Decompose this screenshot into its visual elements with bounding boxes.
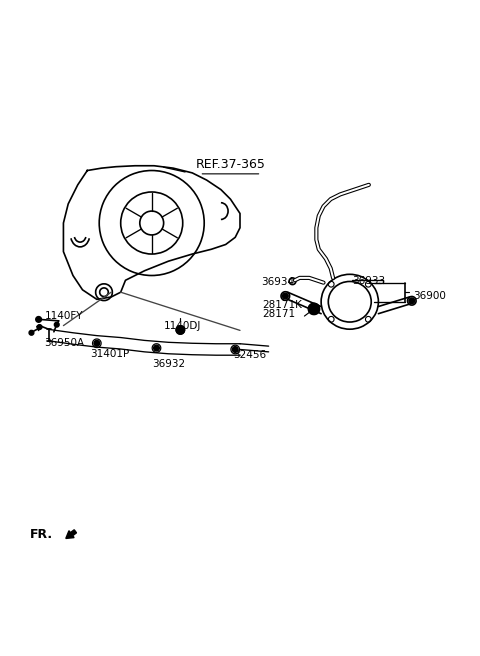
Text: 28171: 28171 [263, 309, 296, 319]
Circle shape [29, 331, 34, 335]
Text: 36932: 36932 [152, 359, 185, 369]
Circle shape [176, 325, 185, 334]
Circle shape [37, 325, 42, 329]
Circle shape [232, 346, 238, 352]
Text: 36934: 36934 [262, 277, 295, 287]
Circle shape [94, 340, 100, 346]
Text: 36933: 36933 [352, 276, 385, 286]
Circle shape [282, 293, 288, 299]
Text: REF.37-365: REF.37-365 [195, 159, 265, 171]
Circle shape [36, 317, 41, 322]
Text: 36900: 36900 [413, 291, 445, 300]
Text: 36950A: 36950A [44, 338, 84, 348]
Text: 1140FY: 1140FY [44, 311, 83, 321]
Circle shape [154, 345, 159, 351]
Text: 28171K: 28171K [263, 300, 302, 310]
Text: 32456: 32456 [233, 350, 266, 360]
Text: 31401P: 31401P [90, 349, 129, 359]
Text: 1140DJ: 1140DJ [164, 321, 201, 331]
Circle shape [54, 322, 59, 327]
Circle shape [308, 303, 320, 315]
Circle shape [409, 298, 415, 304]
FancyArrow shape [66, 530, 76, 539]
Text: FR.: FR. [30, 527, 53, 541]
